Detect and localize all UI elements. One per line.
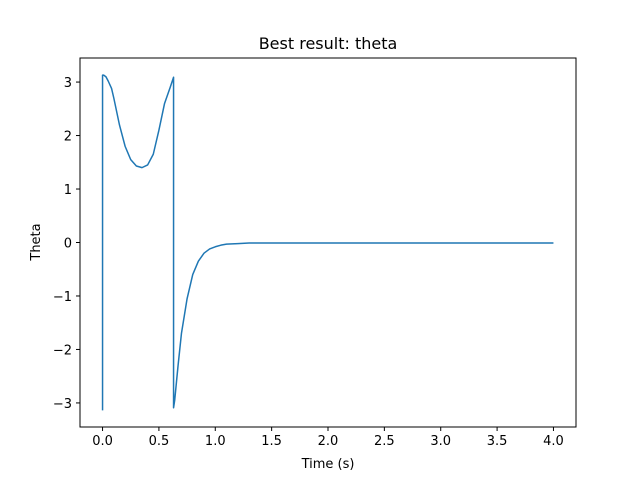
y-tick-label: −1 (53, 290, 72, 305)
x-tick-label: 1.5 (261, 434, 282, 449)
chart-title: Best result: theta (259, 34, 398, 53)
x-tick-label: 1.0 (205, 434, 226, 449)
x-tick-label: 3.5 (487, 434, 508, 449)
x-tick-label: 2.5 (374, 434, 395, 449)
y-tick-label: −2 (53, 343, 72, 358)
x-tick-label: 2.0 (318, 434, 339, 449)
x-tick-label: 0.0 (92, 434, 113, 449)
x-tick-label: 3.0 (430, 434, 451, 449)
y-tick-label: 1 (64, 183, 72, 198)
y-tick-label: 3 (64, 76, 72, 91)
y-tick-label: −3 (53, 397, 72, 412)
x-axis-label: Time (s) (301, 457, 355, 472)
y-axis-label: Theta (29, 223, 44, 261)
y-tick-label: 2 (64, 130, 72, 145)
x-tick-label: 0.5 (149, 434, 170, 449)
y-tick-label: 0 (64, 237, 72, 252)
series-line-0 (101, 74, 554, 411)
x-tick-label: 4.0 (543, 434, 564, 449)
